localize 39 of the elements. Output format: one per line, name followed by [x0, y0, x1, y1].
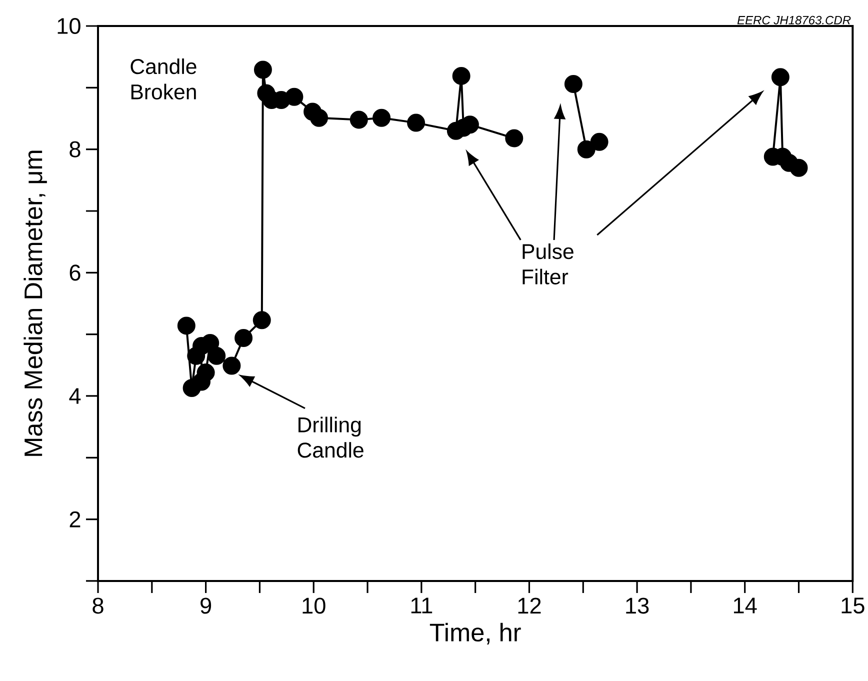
x-tick-label: 15: [842, 598, 864, 614]
y-axis-title: Mass Median Diameter, μm: [24, 150, 47, 456]
x-tick-label: 10: [302, 598, 326, 614]
x-axis-title: Time, hr: [430, 622, 521, 644]
text: EERC JH18763.CDR: [737, 16, 851, 24]
point: [234, 329, 253, 348]
point: [407, 114, 426, 132]
y-tick-label: 10: [58, 18, 80, 34]
point: [285, 88, 304, 106]
point: [252, 311, 271, 330]
point: [590, 132, 608, 151]
x-tick-label: 12: [518, 598, 541, 614]
point: [577, 140, 596, 158]
y-tick-label: 8: [70, 141, 80, 158]
point: [177, 316, 196, 335]
point: [222, 356, 241, 375]
annotation: Drilling Candle: [298, 416, 364, 458]
annotation: Pulse Filter: [522, 243, 574, 284]
x-tick-label: 13: [626, 598, 649, 614]
point: [196, 364, 215, 382]
point: [254, 60, 272, 79]
y-tick-label: 4: [69, 388, 81, 404]
point: [771, 68, 790, 86]
x-tick-label: 9: [200, 598, 212, 614]
point: [790, 158, 808, 177]
y-tick-label: 6: [70, 264, 80, 281]
point: [201, 334, 220, 352]
x-tick-label: 11: [411, 598, 432, 614]
point: [208, 346, 226, 365]
point: [350, 110, 368, 129]
y-tick-label: 2: [70, 511, 80, 528]
x-tick-label: 14: [734, 598, 757, 614]
point: [564, 74, 582, 93]
point: [505, 129, 524, 148]
point: [372, 108, 391, 127]
point: [452, 66, 470, 85]
point: [310, 108, 328, 127]
x-tick-label: 8: [92, 598, 104, 614]
annotation: Candle Broken: [130, 58, 196, 100]
